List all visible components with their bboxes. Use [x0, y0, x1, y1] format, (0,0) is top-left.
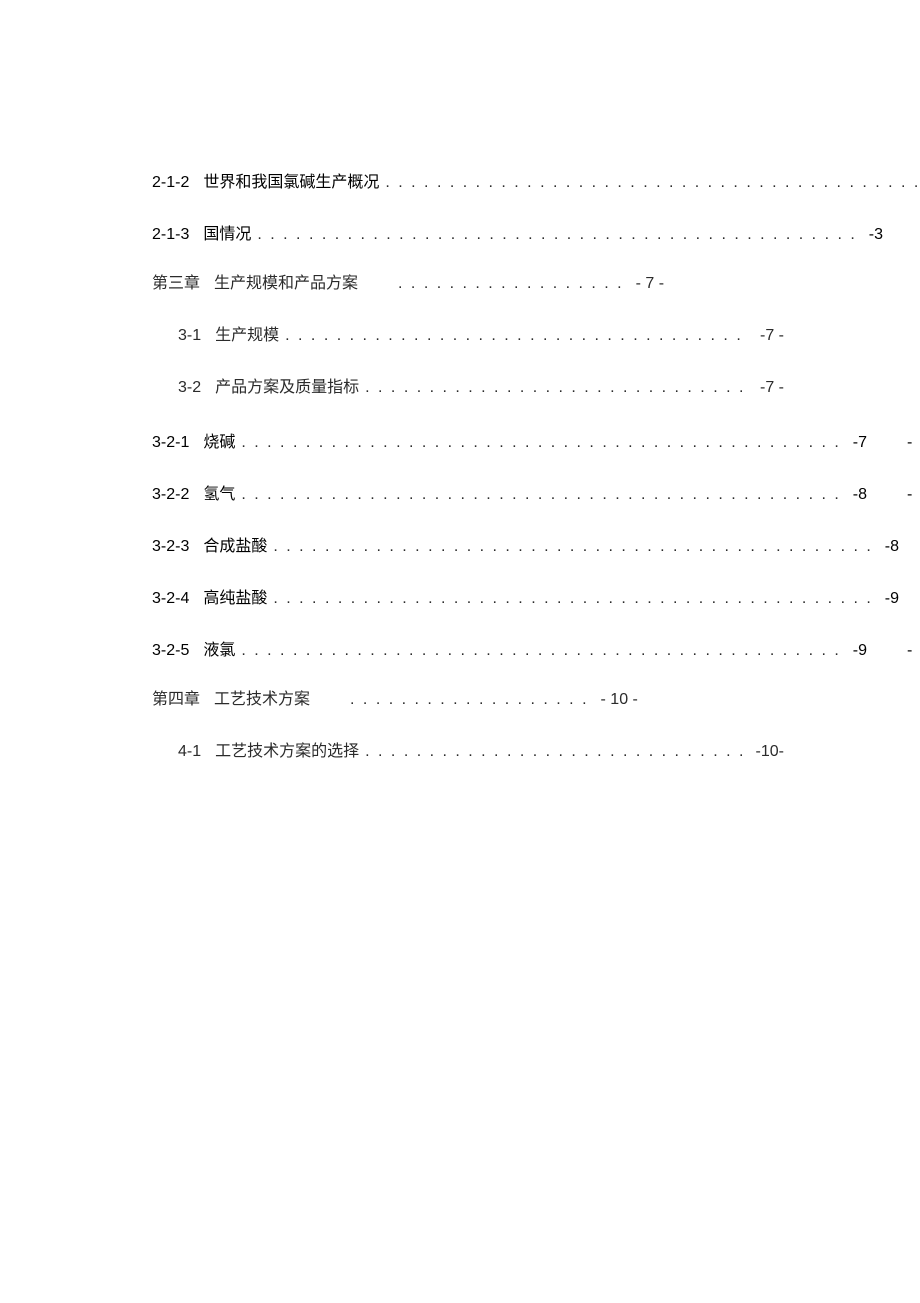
toc-trail-dash: - [907, 486, 912, 504]
toc-page: -7 - [760, 324, 784, 348]
toc-page: -7 - [760, 376, 784, 400]
toc-dots: . . . . . . . . . . . . . . . . . . . . … [257, 226, 856, 244]
toc-number: 3-2-5 [152, 642, 189, 660]
toc-entry-inner: 3-2-3 合成盐酸 . . . . . . . . . . . . . . .… [152, 532, 899, 556]
toc-entry: 4-1 工艺技术方案的选择 . . . . . . . . . . . . . … [152, 740, 784, 764]
toc-entry-inner: 3-2-2 氢气 . . . . . . . . . . . . . . . .… [152, 480, 867, 504]
toc-number: 2-1-2 [152, 174, 189, 192]
toc-entry: 3-2-1 烧碱 . . . . . . . . . . . . . . . .… [152, 428, 784, 452]
toc-entry: 3-2-2 氢气 . . . . . . . . . . . . . . . .… [152, 480, 784, 504]
toc-entry-inner: 2-1-2 世界和我国氯碱生产概况 . . . . . . . . . . . … [152, 168, 920, 192]
toc-page: -9 [885, 590, 899, 608]
toc-number: 3-2-2 [152, 486, 189, 504]
toc-entry: 2-1-2 世界和我国氯碱生产概况 . . . . . . . . . . . … [152, 168, 784, 192]
toc-content: 2-1-2 世界和我国氯碱生产概况 . . . . . . . . . . . … [152, 168, 784, 792]
toc-page: -7 [853, 434, 867, 452]
toc-trail-dash: - [907, 642, 912, 660]
toc-title: 世界和我国氯碱生产概况 [203, 168, 379, 192]
toc-title: 烧碱 [203, 428, 235, 452]
toc-entry: 3-2-5 液氯 . . . . . . . . . . . . . . . .… [152, 636, 784, 660]
toc-number: 4-1 [178, 740, 201, 764]
toc-number: 3-2-3 [152, 538, 189, 556]
toc-page: -3 [869, 226, 883, 244]
toc-dots: . . . . . . . . . . . . . . . . . . . . … [241, 486, 840, 504]
toc-dots: . . . . . . . . . . . . . . . . . . [398, 272, 624, 296]
toc-number: 3-2-1 [152, 434, 189, 452]
toc-entry-inner: 2-1-3 国情况 . . . . . . . . . . . . . . . … [152, 220, 883, 244]
toc-chapter: 第四章 工艺技术方案 . . . . . . . . . . . . . . .… [152, 688, 784, 712]
toc-dots: . . . . . . . . . . . . . . . . . . . . … [273, 538, 872, 556]
toc-title: 工艺技术方案的选择 [215, 740, 359, 764]
toc-entry: 3-2 产品方案及质量指标 . . . . . . . . . . . . . … [152, 376, 784, 400]
toc-dots: . . . . . . . . . . . . . . . . . . . . … [285, 324, 748, 348]
toc-dots: . . . . . . . . . . . . . . . . . . . . … [365, 740, 743, 764]
toc-page: - 10 - [601, 688, 638, 712]
toc-page: -9 [853, 642, 867, 660]
toc-number: 第四章 [152, 688, 200, 712]
toc-entry: 3-2-3 合成盐酸 . . . . . . . . . . . . . . .… [152, 532, 784, 556]
toc-entry-inner: 3-2-1 烧碱 . . . . . . . . . . . . . . . .… [152, 428, 867, 452]
toc-entry: 2-1-3 国情况 . . . . . . . . . . . . . . . … [152, 220, 784, 244]
toc-page: -8 [853, 486, 867, 504]
toc-page: -10- [756, 740, 784, 764]
toc-entry: 3-1 生产规模 . . . . . . . . . . . . . . . .… [152, 324, 784, 348]
toc-dots: . . . . . . . . . . . . . . . . . . . [350, 688, 588, 712]
toc-trail-dash: - [907, 434, 912, 452]
toc-number: 2-1-3 [152, 226, 189, 244]
toc-dots: . . . . . . . . . . . . . . . . . . . . … [241, 642, 840, 660]
toc-number: 3-1 [178, 324, 201, 348]
toc-title: 合成盐酸 [203, 532, 267, 556]
toc-chapter: 第三章 生产规模和产品方案 . . . . . . . . . . . . . … [152, 272, 784, 296]
toc-dots: . . . . . . . . . . . . . . . . . . . . … [241, 434, 840, 452]
toc-title: 工艺技术方案 [214, 688, 310, 712]
toc-page: - 7 - [636, 272, 664, 296]
toc-entry: 3-2-4 高纯盐酸 . . . . . . . . . . . . . . .… [152, 584, 784, 608]
toc-entry-inner: 3-2-4 高纯盐酸 . . . . . . . . . . . . . . .… [152, 584, 899, 608]
toc-title: 产品方案及质量指标 [215, 376, 359, 400]
toc-dots: . . . . . . . . . . . . . . . . . . . . … [385, 174, 920, 192]
toc-title: 生产规模和产品方案 [214, 272, 358, 296]
toc-title: 生产规模 [215, 324, 279, 348]
toc-title: 国情况 [203, 220, 251, 244]
toc-dots: . . . . . . . . . . . . . . . . . . . . … [365, 376, 748, 400]
toc-number: 3-2-4 [152, 590, 189, 608]
toc-page: -8 [885, 538, 899, 556]
toc-number: 3-2 [178, 376, 201, 400]
toc-title: 氢气 [203, 480, 235, 504]
toc-title: 高纯盐酸 [203, 584, 267, 608]
toc-number: 第三章 [152, 272, 200, 296]
toc-dots: . . . . . . . . . . . . . . . . . . . . … [273, 590, 872, 608]
toc-title: 液氯 [203, 636, 235, 660]
toc-entry-inner: 3-2-5 液氯 . . . . . . . . . . . . . . . .… [152, 636, 867, 660]
